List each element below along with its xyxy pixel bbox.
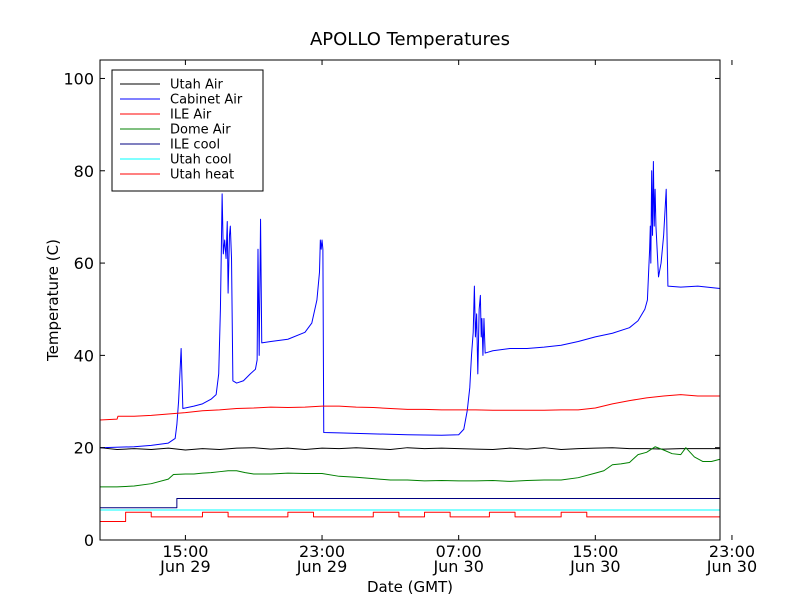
x-tick-label-time: 23:00 — [299, 542, 345, 561]
chart-title: APOLLO Temperatures — [310, 29, 510, 50]
x-tick-label-time: 07:00 — [436, 542, 482, 561]
y-tick-label: 40 — [74, 346, 94, 365]
legend-label-cabinet-air: Cabinet Air — [170, 93, 243, 108]
x-tick-label-time: 15:00 — [162, 542, 208, 561]
legend-label-dome-air: Dome Air — [170, 123, 231, 138]
x-axis-label: Date (GMT) — [367, 578, 453, 596]
x-tick-label-date: Jun 30 — [569, 557, 620, 576]
legend-label-utah-cool: Utah cool — [170, 153, 232, 168]
y-tick-label: 60 — [74, 254, 94, 273]
plot-frame — [99, 59, 721, 541]
series-group — [99, 161, 721, 523]
legend-box — [111, 69, 264, 192]
series-line-ile-cool — [100, 497, 720, 509]
x-tick-label-time: 15:00 — [572, 542, 618, 561]
y-tick-label: 0 — [84, 531, 94, 550]
y-tick-label: 80 — [74, 162, 94, 181]
x-tick-label-date: Jun 29 — [159, 557, 210, 576]
legend-label-utah-air: Utah Air — [170, 78, 223, 93]
legend-label-utah-heat: Utah heat — [170, 168, 234, 183]
series-line-cabinet-air — [99, 161, 721, 449]
y-axis-label: Temperature (C) — [44, 239, 62, 362]
y-tick-label: 100 — [63, 69, 94, 88]
series-line-ile-air — [99, 394, 720, 421]
x-tick-label-date: Jun 30 — [706, 557, 757, 576]
x-tick-label-date: Jun 29 — [296, 557, 347, 576]
x-tick-label-date: Jun 30 — [432, 557, 483, 576]
series-line-utah-heat — [100, 511, 720, 523]
series-line-utah-air — [99, 447, 720, 451]
series-line-dome-air — [100, 446, 721, 488]
legend-label-ile-air: ILE Air — [170, 108, 212, 123]
legend-label-ile-cool: ILE cool — [170, 138, 220, 153]
y-tick-label: 20 — [74, 439, 94, 458]
x-tick-label-time: 23:00 — [709, 542, 755, 561]
